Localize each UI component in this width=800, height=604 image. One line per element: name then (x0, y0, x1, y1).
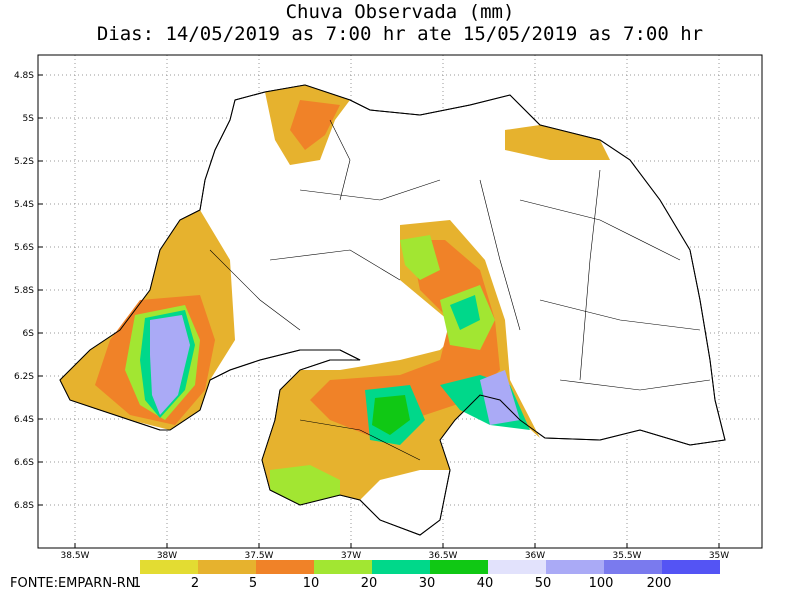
lat-tick-label: 5.8S (14, 286, 34, 296)
lon-tick-label: 36W (525, 551, 545, 561)
rain-area (505, 125, 610, 160)
legend-swatch (256, 560, 314, 574)
legend-label: 200 (647, 576, 672, 591)
lat-tick-label: 5.6S (14, 243, 34, 253)
legend-swatch (372, 560, 430, 574)
legend-label: 10 (303, 576, 320, 591)
rain-area (480, 370, 520, 425)
lat-tick-label: 5.2S (14, 157, 34, 167)
legend-swatch (314, 560, 372, 574)
legend: 1 2 5 10 20 30 40 50 100 200 (133, 560, 720, 591)
municipal-borders (209, 119, 711, 461)
rain-area (372, 395, 410, 435)
legend-label: 5 (249, 576, 257, 591)
rain-area (290, 100, 340, 150)
legend-swatch (488, 560, 546, 574)
legend-label: 40 (477, 576, 494, 591)
lon-tick-label: 37W (341, 551, 361, 561)
lon-tick-label: 38W (157, 551, 177, 561)
lon-tick-label: 36.5W (429, 551, 458, 561)
lon-tick-label: 37.5W (245, 551, 274, 561)
legend-label: 30 (419, 576, 436, 591)
legend-label: 20 (361, 576, 378, 591)
legend-label: 1 (133, 576, 141, 591)
legend-swatch (604, 560, 662, 574)
legend-swatch (430, 560, 488, 574)
lat-tick-label: 6.4S (14, 415, 34, 425)
lat-tick-label: 5.4S (14, 200, 34, 210)
lat-tick-label: 6.2S (14, 372, 34, 382)
state-border (59, 84, 726, 536)
lat-tick-label: 4.8S (14, 71, 34, 81)
map-frame (37, 54, 763, 549)
legend-label: 50 (535, 576, 552, 591)
title: Chuva Observada (mm) (286, 1, 515, 23)
legend-label: 100 (589, 576, 614, 591)
lat-tick-label: 6S (23, 329, 35, 339)
rain-area (400, 235, 440, 280)
legend-swatch (546, 560, 604, 574)
lat-tick-label: 5S (23, 114, 35, 124)
lon-tick-label: 38.5W (61, 551, 90, 561)
legend-swatch (140, 560, 198, 574)
rain-area (150, 315, 190, 415)
legend-label: 2 (191, 576, 199, 591)
lat-tick-label: 6.8S (14, 501, 34, 511)
lon-tick-label: 35.5W (613, 551, 642, 561)
state-map (59, 84, 726, 536)
legend-swatch (662, 560, 720, 574)
rain-area (450, 295, 480, 330)
lat-tick-label: 6.6S (14, 458, 34, 468)
rain-area (270, 465, 340, 505)
legend-swatch (198, 560, 256, 574)
subtitle: Dias: 14/05/2019 as 7:00 hr ate 15/05/20… (97, 23, 703, 45)
lon-tick-label: 35W (709, 551, 729, 561)
source: FONTE:EMPARN-RN (10, 576, 136, 591)
